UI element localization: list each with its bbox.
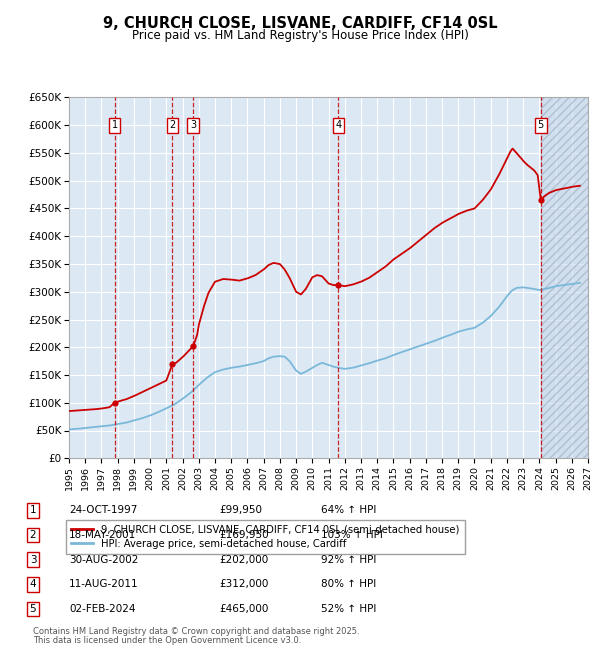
Text: Price paid vs. HM Land Registry's House Price Index (HPI): Price paid vs. HM Land Registry's House … [131, 29, 469, 42]
Text: £465,000: £465,000 [219, 604, 268, 614]
Text: 5: 5 [29, 604, 37, 614]
Text: 3: 3 [190, 120, 196, 130]
Text: 4: 4 [335, 120, 341, 130]
Text: 3: 3 [29, 554, 37, 565]
Text: £169,950: £169,950 [219, 530, 269, 540]
Text: 2: 2 [169, 120, 176, 130]
Text: 1: 1 [112, 120, 118, 130]
Text: 52% ↑ HPI: 52% ↑ HPI [321, 604, 376, 614]
Text: 80% ↑ HPI: 80% ↑ HPI [321, 579, 376, 590]
Text: 02-FEB-2024: 02-FEB-2024 [69, 604, 136, 614]
Text: 1: 1 [29, 505, 37, 515]
Text: 64% ↑ HPI: 64% ↑ HPI [321, 505, 376, 515]
Bar [541, 98, 588, 458]
Text: 5: 5 [538, 120, 544, 130]
Text: £202,000: £202,000 [219, 554, 268, 565]
Text: 103% ↑ HPI: 103% ↑ HPI [321, 530, 383, 540]
Text: 4: 4 [29, 579, 37, 590]
Text: £312,000: £312,000 [219, 579, 268, 590]
Text: 24-OCT-1997: 24-OCT-1997 [69, 505, 137, 515]
Text: 2: 2 [29, 530, 37, 540]
Text: This data is licensed under the Open Government Licence v3.0.: This data is licensed under the Open Gov… [33, 636, 301, 645]
Text: 9, CHURCH CLOSE, LISVANE, CARDIFF, CF14 0SL: 9, CHURCH CLOSE, LISVANE, CARDIFF, CF14 … [103, 16, 497, 31]
Text: 18-MAY-2001: 18-MAY-2001 [69, 530, 136, 540]
Text: 92% ↑ HPI: 92% ↑ HPI [321, 554, 376, 565]
Text: 11-AUG-2011: 11-AUG-2011 [69, 579, 139, 590]
Legend: 9, CHURCH CLOSE, LISVANE, CARDIFF, CF14 0SL (semi-detached house), HPI: Average : 9, CHURCH CLOSE, LISVANE, CARDIFF, CF14 … [67, 519, 465, 554]
Text: £99,950: £99,950 [219, 505, 262, 515]
Bar [541, 98, 588, 458]
Text: 30-AUG-2002: 30-AUG-2002 [69, 554, 139, 565]
Text: Contains HM Land Registry data © Crown copyright and database right 2025.: Contains HM Land Registry data © Crown c… [33, 627, 359, 636]
